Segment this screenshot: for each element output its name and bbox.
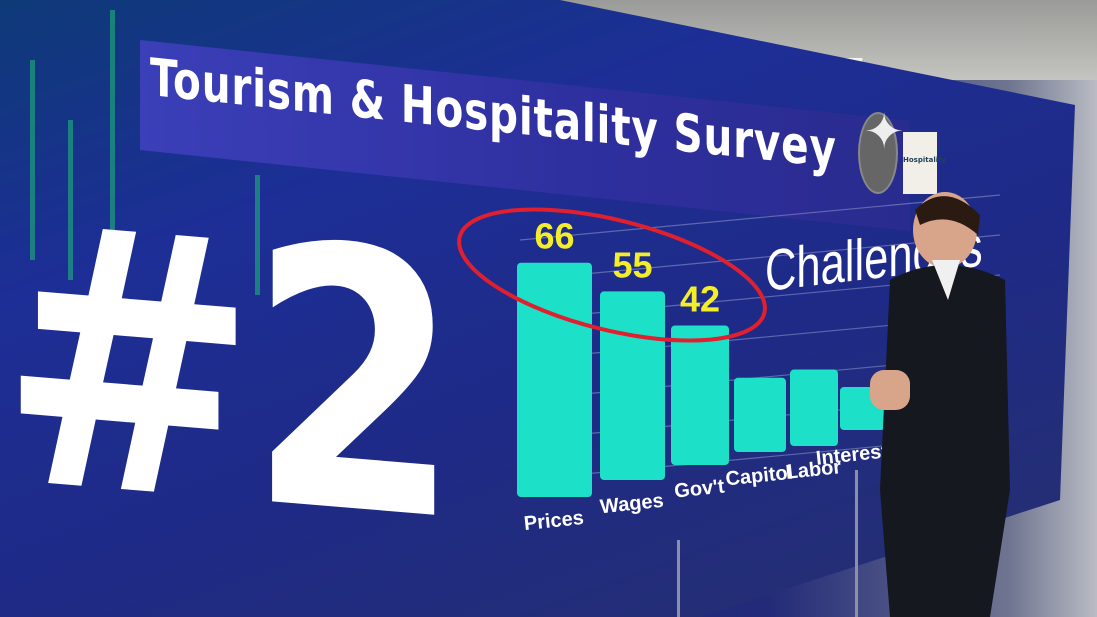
highlight-ellipse: [457, 207, 767, 343]
data-label: 42: [680, 279, 720, 320]
category-label: Capitol: [725, 462, 795, 491]
wall-seam: [677, 540, 680, 617]
decor-line: [68, 120, 73, 280]
decor-line: [30, 60, 35, 260]
data-label: 55: [612, 244, 652, 285]
bar-2: [671, 325, 729, 465]
category-label: Prices: [523, 507, 585, 535]
wall-seam: [855, 470, 858, 617]
gridline: [519, 194, 1001, 241]
category-label: Gov't: [673, 475, 726, 502]
category-label: Wages: [599, 490, 665, 519]
presenter: [870, 192, 1010, 617]
decor-line: [110, 10, 115, 290]
bar-1: [600, 291, 665, 480]
data-label: 66: [534, 216, 574, 257]
bar-3: [734, 377, 786, 452]
hospitality-logo: Hospitality: [903, 132, 946, 194]
bar-4: [790, 369, 838, 446]
bar-0: [517, 262, 592, 497]
eagle-logo-icon: ✦: [858, 104, 904, 194]
decor-line: [255, 175, 260, 295]
